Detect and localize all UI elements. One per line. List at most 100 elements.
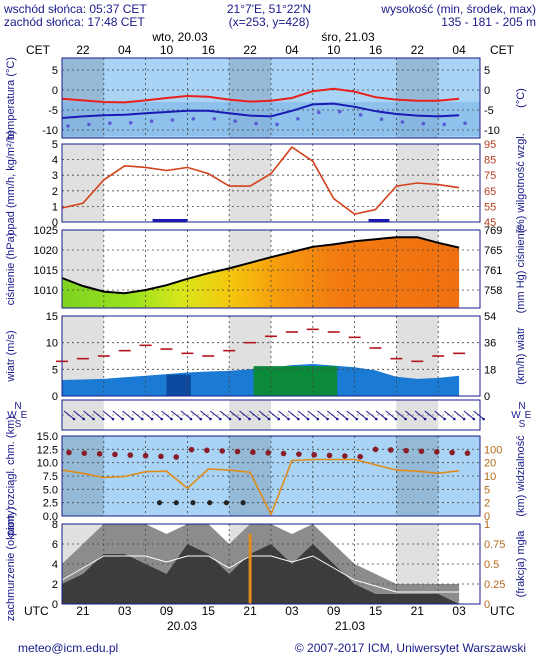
y-tick-label: 1025 bbox=[34, 225, 58, 237]
y-tick-label: 0 bbox=[52, 85, 58, 97]
panel-frame bbox=[61, 57, 481, 139]
y-tick-label: 10 bbox=[46, 338, 58, 350]
wind-direction-arrow-head bbox=[121, 417, 125, 421]
precip-bar bbox=[368, 219, 390, 222]
y-tick-label: -10 bbox=[484, 125, 500, 137]
wind-direction-arrow bbox=[170, 410, 182, 420]
utc-label-left: UTC bbox=[24, 604, 49, 618]
bottom-tick-label: 03 bbox=[285, 604, 299, 618]
bottom-date-1: 20.03 bbox=[167, 619, 197, 633]
wind-direction-arrow-head bbox=[82, 417, 86, 421]
cloud-base-dot bbox=[188, 446, 195, 453]
pressure-axis-label: ciśnienie (hPa) bbox=[5, 233, 17, 306]
cloud-base-dot bbox=[250, 449, 256, 456]
y2-tick-label: 0.25 bbox=[484, 579, 505, 591]
wind-direction-arrow-head bbox=[228, 417, 232, 421]
footer-email[interactable]: meteo@icm.edu.pl bbox=[18, 641, 118, 655]
wind-direction-arrow-head bbox=[414, 417, 417, 421]
wind-direction-arrow bbox=[336, 410, 348, 420]
y-tick-label: 5 bbox=[52, 65, 58, 77]
pressure-area bbox=[62, 237, 460, 308]
top-tick-label: 22 bbox=[76, 43, 90, 57]
wind-direction-arrow bbox=[63, 410, 75, 420]
grid-text: (x=253, y=428) bbox=[229, 15, 310, 29]
y-tick-label: 12.5 bbox=[37, 444, 58, 456]
cloud-base-dot bbox=[449, 449, 455, 456]
bottom-tick-label: 03 bbox=[118, 604, 132, 618]
y-tick-label: -5 bbox=[48, 105, 58, 117]
y2-tick-label: 761 bbox=[484, 265, 502, 277]
bottom-tick-label: 15 bbox=[369, 604, 383, 618]
y2-tick-label: 54 bbox=[484, 311, 496, 323]
wind-direction-arrow bbox=[453, 410, 465, 420]
dew-point-dot bbox=[463, 121, 467, 125]
y2-tick-label: 0 bbox=[484, 599, 490, 611]
cloud-base-dot bbox=[342, 453, 348, 459]
cloud-base-dot bbox=[112, 451, 118, 458]
wind-direction-arrow bbox=[151, 410, 163, 420]
bottom-date-2: 21.03 bbox=[335, 619, 365, 633]
wind-direction-arrow-head bbox=[131, 417, 134, 421]
wind-direction-arrow bbox=[219, 410, 231, 420]
fog-axis-label: (frakcja) mgła bbox=[515, 530, 527, 598]
bottom-tick-label: 09 bbox=[160, 604, 174, 618]
sunrise-text: wschód słońca: 05:37 CET bbox=[3, 2, 147, 16]
wind-direction-arrow bbox=[190, 410, 202, 420]
dew-point-dot bbox=[317, 110, 321, 115]
compass-s: S bbox=[15, 419, 22, 430]
y2-tick-label: 36 bbox=[484, 338, 496, 350]
wind-direction-arrow-head bbox=[150, 417, 154, 421]
y-tick-label: 5 bbox=[52, 139, 58, 151]
dew-point-dot bbox=[87, 122, 91, 127]
panel-frame bbox=[61, 143, 481, 223]
wind-direction-arrow-head bbox=[170, 417, 173, 421]
top-tick-label: 04 bbox=[118, 43, 132, 57]
wind-direction-arrow bbox=[209, 410, 221, 420]
cloud-base-dot bbox=[464, 450, 471, 456]
cloud-base-dot bbox=[280, 450, 287, 457]
wind-direction-arrow bbox=[122, 410, 133, 420]
wind-direction-arrow bbox=[102, 410, 114, 420]
y2-tick-label: 95 bbox=[484, 139, 496, 151]
dew-point-dot bbox=[337, 109, 342, 114]
humidity-line bbox=[61, 146, 460, 216]
compass-w: W bbox=[511, 410, 521, 421]
night-band bbox=[229, 144, 271, 222]
wind-direction-arrow bbox=[424, 410, 436, 420]
cloud-base-dot bbox=[234, 448, 241, 455]
wind-direction-arrow-head bbox=[72, 417, 76, 421]
wind-direction-arrow bbox=[326, 410, 338, 420]
low-cloud-dot bbox=[156, 500, 163, 506]
top-tick-label: 10 bbox=[327, 43, 341, 57]
sunset-text: zachód słońca: 17:48 CET bbox=[4, 15, 145, 29]
y2-tick-label: 0.5 bbox=[484, 559, 499, 571]
wind-direction-arrow-head bbox=[218, 417, 222, 421]
temp-axis-label-right: (°C) bbox=[515, 88, 527, 108]
wind-direction-arrow-head bbox=[238, 417, 242, 421]
wind-direction-arrow bbox=[278, 410, 289, 420]
wind-direction-arrow bbox=[200, 410, 211, 420]
y2-tick-label: 1 bbox=[484, 519, 490, 531]
top-tick-label: 04 bbox=[452, 43, 466, 57]
wind-direction-arrow bbox=[141, 410, 153, 420]
dew-point-dot bbox=[254, 121, 258, 126]
y-tick-label: 2 bbox=[52, 186, 58, 198]
y-tick-label: 5.0 bbox=[43, 484, 58, 496]
night-band bbox=[229, 436, 271, 516]
y-tick-label: 4 bbox=[52, 559, 58, 571]
wind-direction-arrow-head bbox=[306, 417, 310, 421]
top-tick-label: 16 bbox=[202, 43, 216, 57]
y2-tick-label: 55 bbox=[484, 201, 496, 213]
y2-tick-label: 758 bbox=[484, 285, 502, 297]
wind-direction-arrow bbox=[444, 410, 455, 420]
wind-direction-arrow-head bbox=[257, 417, 261, 421]
wind-direction-arrow-head bbox=[453, 417, 456, 421]
wind-direction-arrow bbox=[297, 410, 309, 420]
wind-direction-arrow bbox=[239, 410, 250, 420]
y-tick-label: 15 bbox=[46, 311, 58, 323]
dew-point-dot bbox=[170, 118, 175, 122]
wind-direction-arrow-head bbox=[111, 417, 115, 421]
dew-point-dot bbox=[212, 117, 217, 121]
